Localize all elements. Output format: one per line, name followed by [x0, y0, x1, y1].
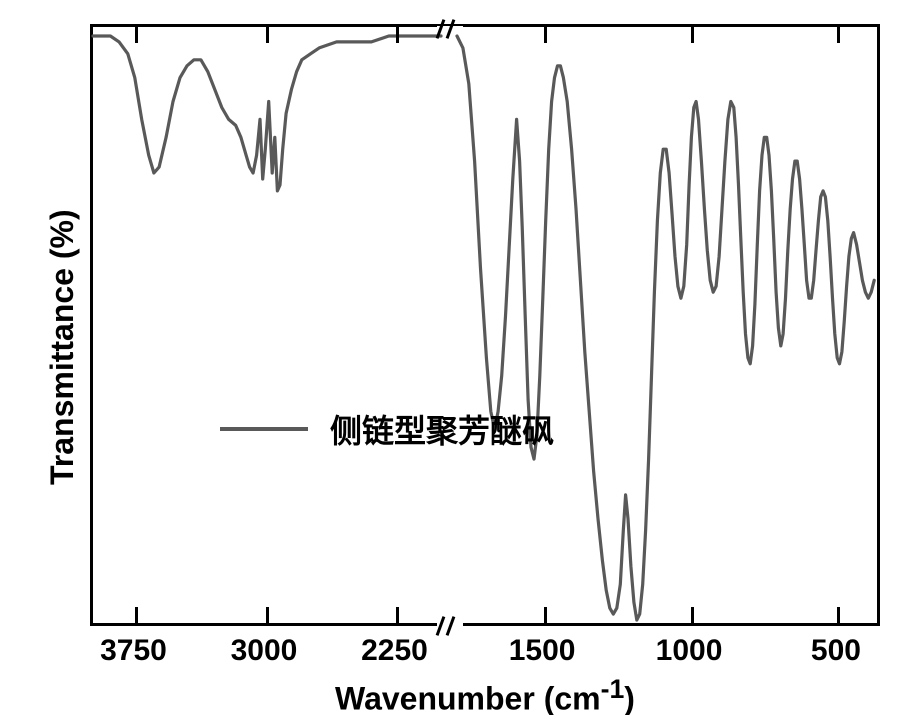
plot-area — [90, 24, 880, 626]
ir-spectrum-chart: Transmittance (%) Wavenumber (cm-1) 侧链型聚… — [0, 0, 911, 715]
x-tick-label: 3000 — [231, 634, 298, 668]
axis-break-bottom — [439, 626, 467, 627]
x-axis-label-main: Wavenumber (cm — [335, 681, 601, 715]
x-tick-label: 1500 — [509, 634, 576, 668]
x-tick — [396, 27, 399, 43]
x-tick-label: 3750 — [100, 634, 167, 668]
x-tick-label: 1000 — [656, 634, 723, 668]
x-tick — [691, 27, 694, 43]
x-tick — [837, 607, 840, 623]
x-tick — [691, 607, 694, 623]
legend: 侧链型聚芳醚砜 — [220, 406, 554, 452]
x-tick — [135, 27, 138, 43]
x-axis-label-tail: ) — [624, 681, 635, 715]
x-axis-label-super: -1 — [601, 674, 625, 704]
x-tick — [396, 607, 399, 623]
spectrum-line — [93, 27, 883, 629]
x-tick — [837, 27, 840, 43]
x-tick — [544, 607, 547, 623]
legend-label: 侧链型聚芳醚砜 — [330, 406, 554, 452]
x-axis-label: Wavenumber (cm-1) — [335, 674, 635, 715]
x-tick — [266, 27, 269, 43]
x-tick-label: 2250 — [361, 634, 428, 668]
x-tick — [544, 27, 547, 43]
x-tick-label: 500 — [811, 634, 861, 668]
y-axis-label: Transmittance (%) — [44, 209, 81, 485]
x-tick — [135, 607, 138, 623]
x-tick — [266, 607, 269, 623]
axis-break-top — [439, 29, 467, 30]
legend-sample-line — [220, 427, 308, 431]
